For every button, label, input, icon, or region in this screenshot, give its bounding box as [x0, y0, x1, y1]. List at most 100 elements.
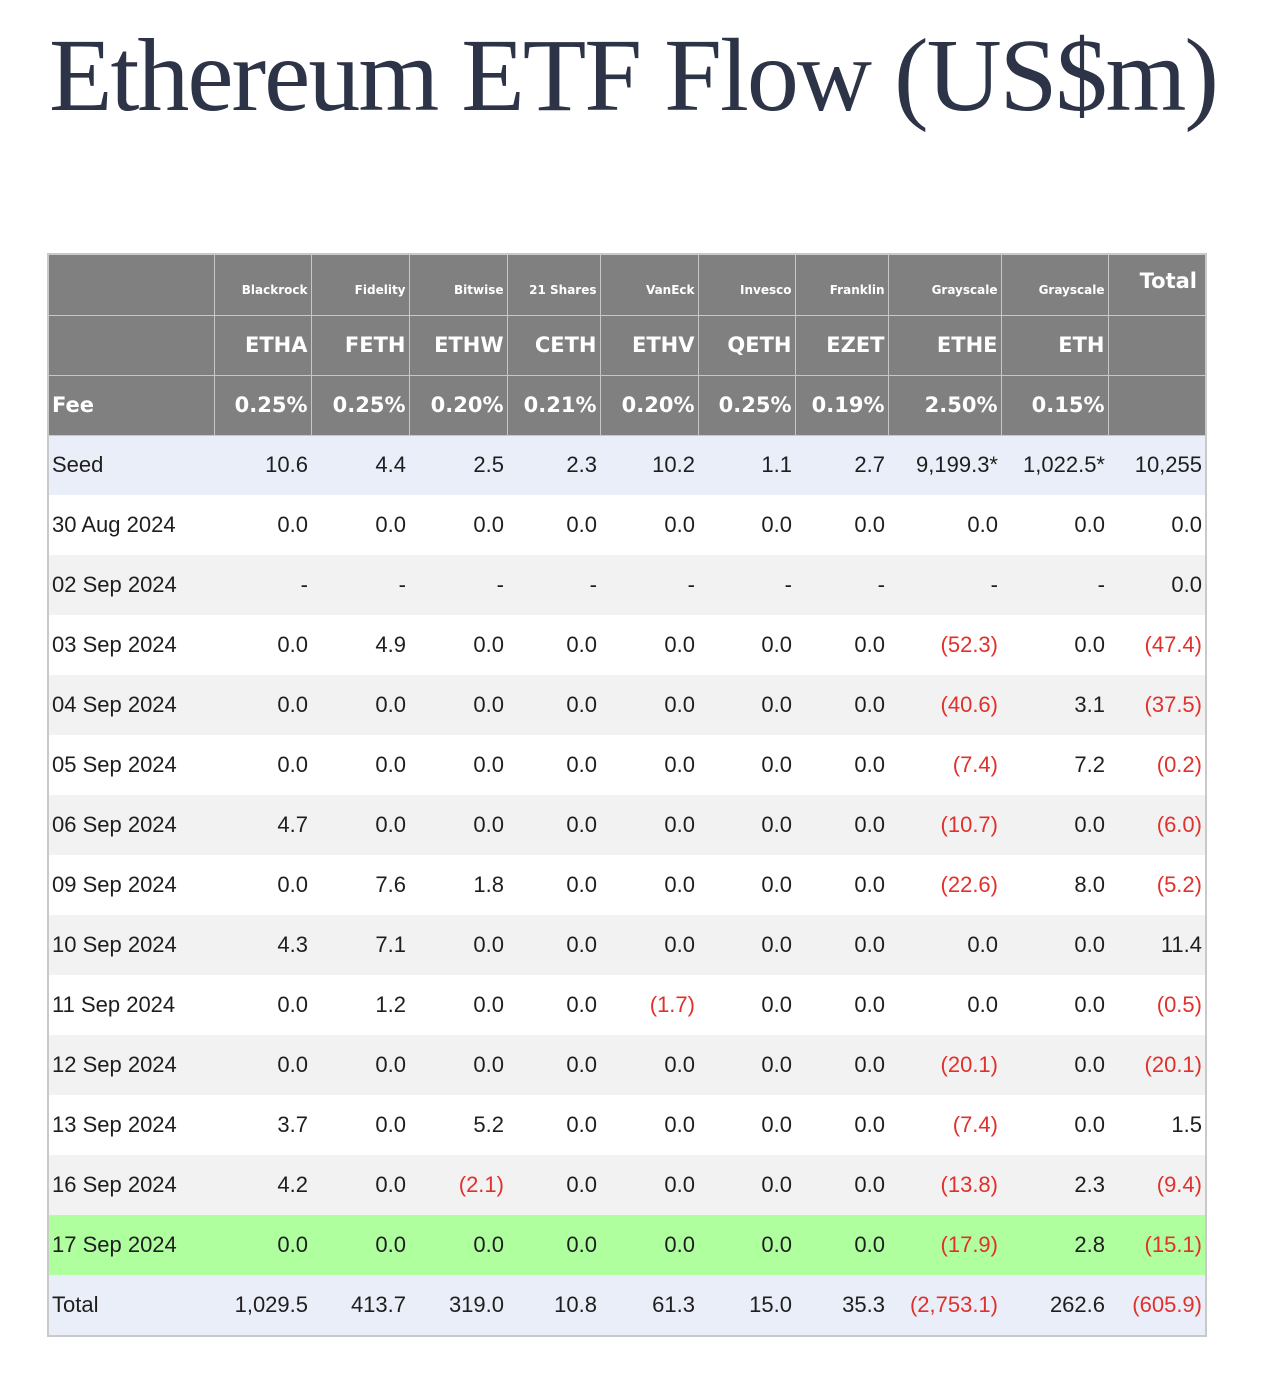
flow-cell: 4.7 [214, 795, 311, 855]
row-label: Total [49, 1275, 214, 1335]
flow-cell: 0.0 [311, 1095, 409, 1155]
flow-cell: 7.1 [311, 915, 409, 975]
flow-cell: 0.0 [507, 615, 600, 675]
flow-cell: 2.3 [507, 435, 600, 495]
flow-cell: 0.0 [888, 495, 1001, 555]
flow-cell: - [698, 555, 795, 615]
flow-cell: 0.0 [507, 915, 600, 975]
row-label: 06 Sep 2024 [49, 795, 214, 855]
table-body: Blackrock Fidelity Bitwise 21 Shares VanEck I… [49, 255, 1205, 1335]
flow-cell: 0.0 [1001, 795, 1108, 855]
flow-cell: 0.0 [214, 975, 311, 1035]
issuer-header: Franklin [794, 255, 888, 316]
flow-cell: 0.0 [600, 1215, 698, 1275]
issuer-header: VanEck [599, 255, 698, 316]
flow-cell: - [1001, 555, 1108, 615]
flow-cell: (17.9) [888, 1215, 1001, 1275]
flow-cell: 0.0 [795, 915, 888, 975]
table-row: 11 Sep 2024 0.0 1.2 0.0 0.0 (1.7) 0.0 0.0 0.0 0.0… [49, 975, 1205, 1035]
flow-cell: 0.0 [698, 795, 795, 855]
flow-cell: 0.0 [600, 1155, 698, 1215]
flow-cell: 15.0 [698, 1275, 795, 1335]
flow-cell: 0.0 [409, 675, 507, 735]
flow-cell: 0.0 [888, 915, 1001, 975]
ticker-header: ETHW [408, 315, 507, 376]
issuer-header: Total [1107, 255, 1205, 316]
flow-cell: 0.0 [507, 1035, 600, 1095]
table-row: 03 Sep 2024 0.0 4.9 0.0 0.0 0.0 0.0 0.0 (52.3) 0.… [49, 615, 1205, 675]
flow-cell: (20.1) [1108, 1035, 1205, 1095]
flow-cell: 8.0 [1001, 855, 1108, 915]
flow-cell: 4.2 [214, 1155, 311, 1215]
table-row: 04 Sep 2024 0.0 0.0 0.0 0.0 0.0 0.0 0.0 (40.6) 3.… [49, 675, 1205, 735]
flow-cell: 2.8 [1001, 1215, 1108, 1275]
flow-cell: 0.0 [214, 615, 311, 675]
fee-label: Fee [49, 375, 214, 436]
flow-cell: 0.0 [795, 735, 888, 795]
flow-cell: 2.7 [795, 435, 888, 495]
row-label: 03 Sep 2024 [49, 615, 214, 675]
row-label: 12 Sep 2024 [49, 1035, 214, 1095]
flow-cell: (605.9) [1108, 1275, 1205, 1335]
fee-cell: 0.15% [1000, 375, 1108, 436]
flow-cell: 0.0 [795, 1215, 888, 1275]
flow-cell: 10.2 [600, 435, 698, 495]
row-label: 05 Sep 2024 [49, 735, 214, 795]
flow-cell: 1.1 [698, 435, 795, 495]
flow-cell: 0.0 [1001, 1095, 1108, 1155]
table-row: 10 Sep 2024 4.3 7.1 0.0 0.0 0.0 0.0 0.0 0.0 0.0 11… [49, 915, 1205, 975]
flow-cell: (13.8) [888, 1155, 1001, 1215]
issuer-header: Blackrock [213, 255, 311, 316]
ticker-header [1107, 315, 1205, 376]
ticker-header: ETHA [213, 315, 311, 376]
flow-cell: 0.0 [600, 495, 698, 555]
table-row: 06 Sep 2024 4.7 0.0 0.0 0.0 0.0 0.0 0.0 (10.7) 0.… [49, 795, 1205, 855]
flow-cell: 0.0 [600, 915, 698, 975]
table-row: 05 Sep 2024 0.0 0.0 0.0 0.0 0.0 0.0 0.0 (7.4) 7.2… [49, 735, 1205, 795]
ticker-header: QETH [697, 315, 795, 376]
row-label: Seed [49, 435, 214, 495]
flow-cell: (52.3) [888, 615, 1001, 675]
flow-cell: (40.6) [888, 675, 1001, 735]
seed-row: Seed 10.6 4.4 2.5 2.3 10.2 1.1 2.7 9,199.3* 1,022… [49, 435, 1205, 495]
row-label: 11 Sep 2024 [49, 975, 214, 1035]
flow-cell: 0.0 [214, 495, 311, 555]
issuer-header: Grayscale [887, 255, 1001, 316]
flow-cell: 0.0 [698, 855, 795, 915]
flow-cell: (10.7) [888, 795, 1001, 855]
flow-cell: (7.4) [888, 1095, 1001, 1155]
ticker-header: ETHV [599, 315, 698, 376]
fee-cell: 0.19% [794, 375, 888, 436]
flow-cell: 0.0 [214, 675, 311, 735]
flow-cell: 10,255 [1108, 435, 1205, 495]
flow-cell: 0.0 [795, 975, 888, 1035]
flow-cell: (37.5) [1108, 675, 1205, 735]
issuer-header: 21 Shares [506, 255, 600, 316]
issuer-header: Grayscale [1000, 255, 1108, 316]
flow-cell: 4.3 [214, 915, 311, 975]
flow-cell: 5.2 [409, 1095, 507, 1155]
flow-cell: 0.0 [311, 795, 409, 855]
flow-cell: 7.6 [311, 855, 409, 915]
flow-cell: (47.4) [1108, 615, 1205, 675]
flow-cell: (0.2) [1108, 735, 1205, 795]
flow-cell: 0.0 [311, 1035, 409, 1095]
row-label: 02 Sep 2024 [49, 555, 214, 615]
flow-cell: (7.4) [888, 735, 1001, 795]
flow-cell: 0.0 [698, 915, 795, 975]
fee-cell: 0.25% [310, 375, 409, 436]
ticker-header: CETH [506, 315, 600, 376]
flow-cell: 0.0 [409, 795, 507, 855]
flow-cell: 0.0 [795, 615, 888, 675]
flow-cell: 0.0 [698, 1155, 795, 1215]
flow-cell: 0.0 [409, 915, 507, 975]
flow-cell: 10.8 [507, 1275, 600, 1335]
flow-cell: 413.7 [311, 1275, 409, 1335]
flow-cell: 0.0 [311, 735, 409, 795]
flow-cell: - [600, 555, 698, 615]
flow-cell: (22.6) [888, 855, 1001, 915]
flow-cell: 0.0 [795, 855, 888, 915]
flow-cell: 0.0 [507, 1215, 600, 1275]
table-row: 12 Sep 2024 0.0 0.0 0.0 0.0 0.0 0.0 0.0 (20.1) 0.… [49, 1035, 1205, 1095]
flow-cell: 0.0 [507, 975, 600, 1035]
